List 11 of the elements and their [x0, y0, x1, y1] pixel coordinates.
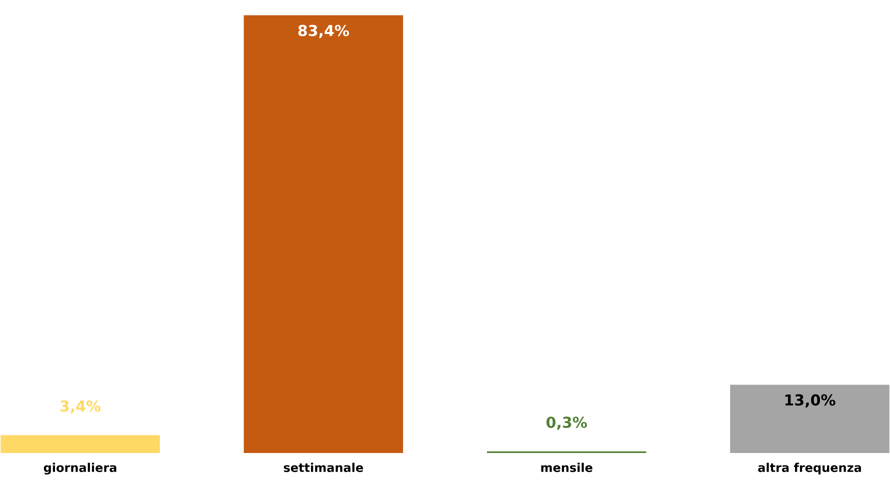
x-tick-label: altra frequenza [758, 462, 861, 474]
x-tick-label: settimanale [284, 462, 364, 472]
x-tick-label: giornaliera [44, 462, 116, 474]
data-label: 83,4% [298, 24, 349, 38]
bar [0, 435, 160, 453]
bar [730, 384, 890, 453]
bar [244, 15, 404, 453]
x-tick-label: mensile [541, 462, 592, 472]
data-label: 0,3% [546, 416, 587, 430]
data-label: 3,4% [60, 400, 101, 414]
data-label: 13,0% [785, 394, 836, 408]
